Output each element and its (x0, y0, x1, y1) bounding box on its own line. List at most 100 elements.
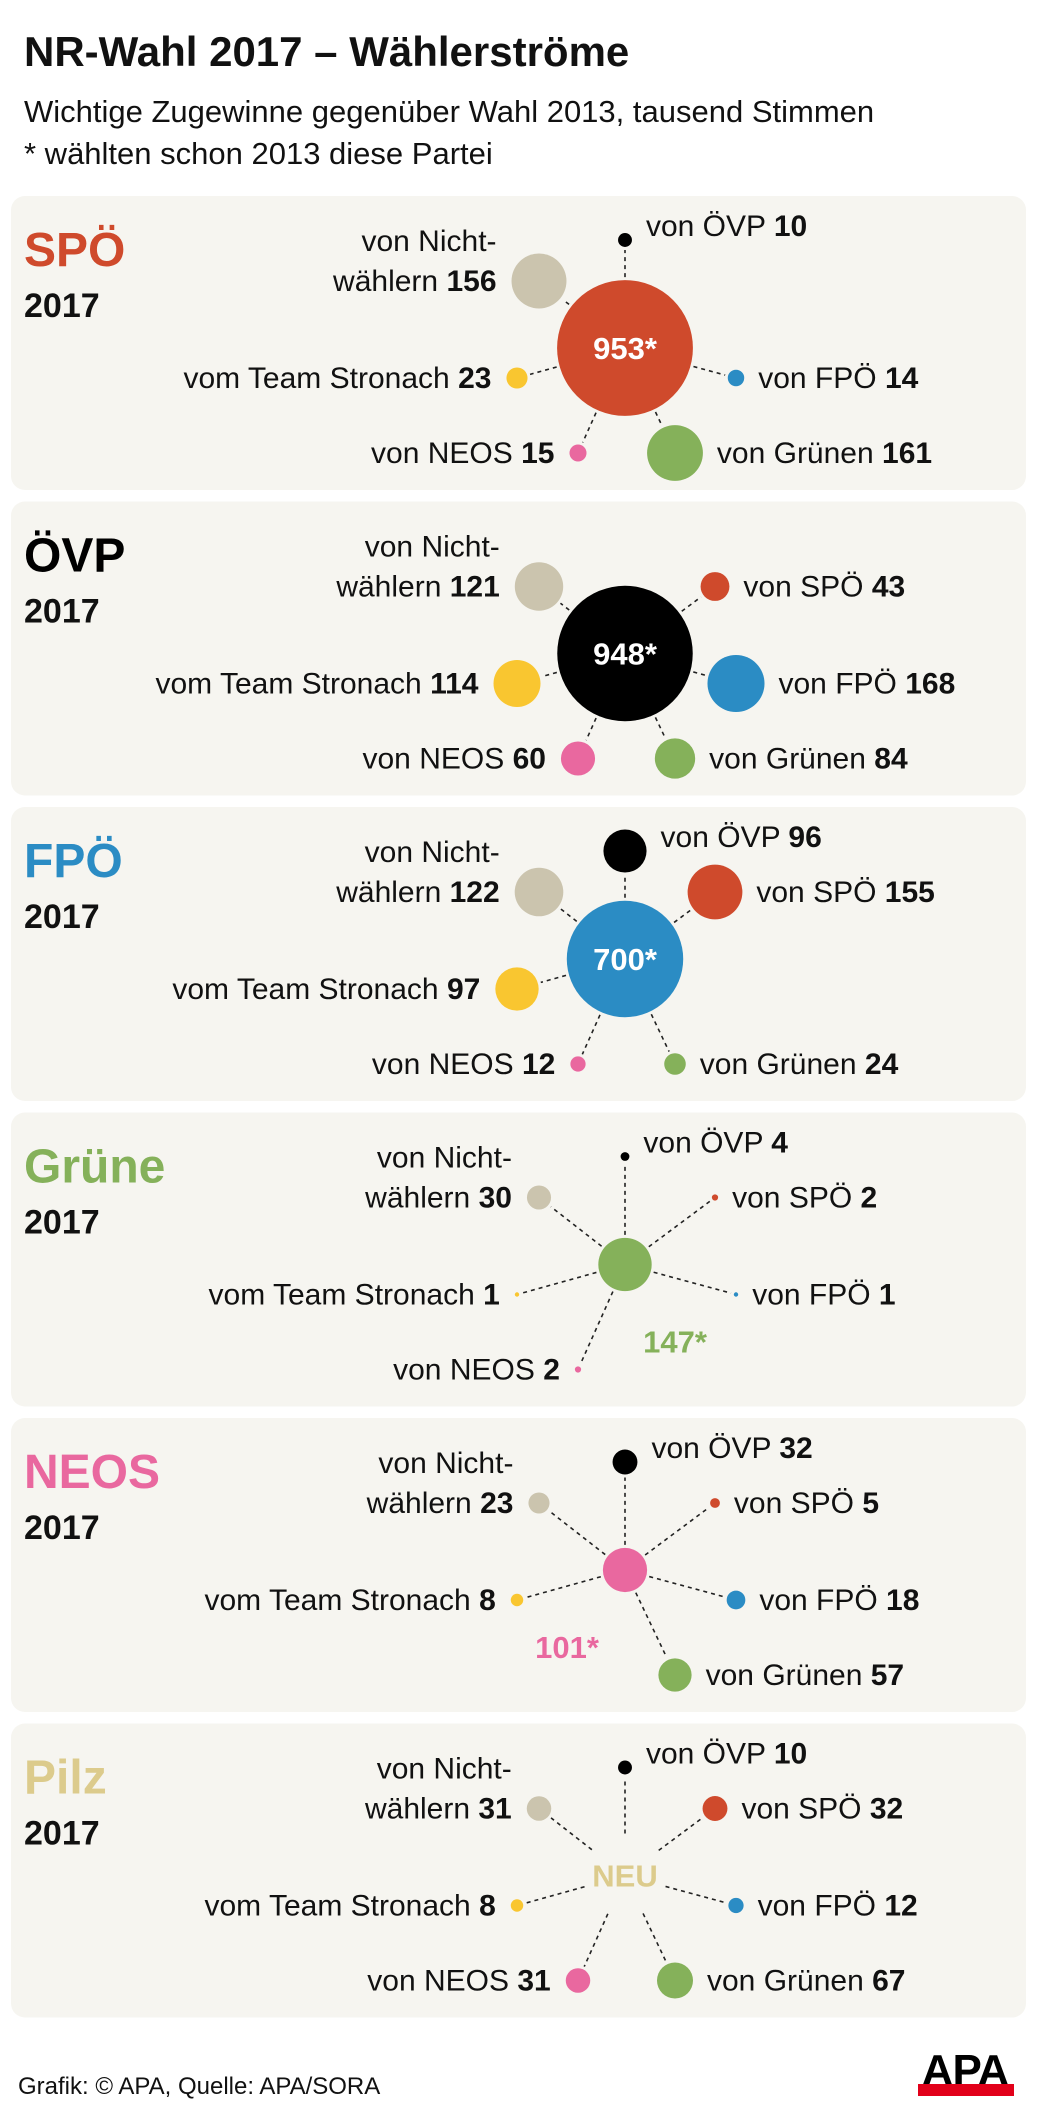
flow-source: von FPÖ (758, 362, 876, 395)
label-space (504, 743, 512, 776)
label-space (871, 1279, 879, 1312)
flow-value: 156 (446, 265, 496, 298)
flow-source: vom Team Stronach (183, 362, 449, 395)
flow-value: 23 (458, 362, 491, 395)
label-space (765, 210, 773, 243)
flow-label: wählern 121 (335, 571, 499, 604)
flow-value: 2 (861, 1182, 878, 1215)
label-space (878, 1584, 886, 1617)
flow-source: von FPÖ (759, 1584, 877, 1617)
flow-label: wählern 122 (335, 876, 499, 909)
flow-source: von Nicht- (365, 836, 500, 869)
flow-label: vom Team Stronach 8 (204, 1584, 495, 1617)
flow-connector (693, 365, 726, 376)
flow-value: 4 (771, 1127, 788, 1160)
retained-label: 700* (593, 942, 658, 977)
retained-bubble (557, 585, 693, 722)
flow-connector (525, 1575, 602, 1599)
flow-source: von Grünen (700, 1048, 857, 1081)
flow-bubble (510, 1899, 524, 1912)
label-space (897, 668, 905, 701)
flow-connector (581, 412, 597, 443)
flow-label: von FPÖ 18 (759, 1584, 919, 1617)
flow-bubble (603, 829, 647, 873)
flow-source: von ÖVP (651, 1432, 771, 1465)
label-space (763, 1127, 771, 1160)
label-space (854, 1487, 862, 1520)
retained-label: 948* (593, 637, 658, 672)
flow-value: 161 (882, 437, 932, 470)
flow-bubble (528, 1492, 550, 1514)
label-space (877, 362, 885, 395)
label-space (438, 265, 446, 298)
flow-bubble (618, 1760, 632, 1775)
flow-label: von SPÖ 155 (756, 876, 934, 909)
flow-source: von Grünen (707, 1965, 864, 1998)
party-year: 2017 (24, 593, 100, 631)
flow-source: wählern (364, 1182, 470, 1215)
flow-label: von Grünen 57 (706, 1659, 905, 1692)
flow-bubble (726, 1590, 746, 1610)
flow-value: 43 (872, 571, 905, 604)
flow-value: 5 (862, 1487, 879, 1520)
flow-label: von ÖVP 96 (661, 821, 822, 854)
retained-bubble (557, 280, 693, 416)
party-name: NEOS (24, 1446, 160, 1499)
flow-bubble (647, 425, 703, 481)
flow-value: 10 (774, 1738, 807, 1771)
flow-bubble (570, 1056, 586, 1072)
flow-label: von Grünen 67 (707, 1965, 906, 1998)
flow-value: 31 (478, 1793, 511, 1826)
flow-connector (644, 1507, 710, 1556)
flow-connector (650, 1013, 670, 1052)
flow-bubble (733, 1292, 739, 1297)
flow-source: von NEOS (371, 437, 513, 470)
flow-bubble (514, 867, 564, 917)
flow-connector (658, 1817, 704, 1852)
flow-source: von ÖVP (646, 1738, 766, 1771)
flow-source: von SPÖ (734, 1487, 854, 1520)
flow-value: 168 (905, 668, 955, 701)
flow-connector (550, 1817, 593, 1851)
flow-connector (579, 1291, 614, 1365)
flow-connector (654, 717, 666, 738)
party-name: Grüne (24, 1141, 165, 1194)
flow-bubble (687, 864, 743, 920)
flow-value: 24 (865, 1048, 899, 1081)
retained-bubble (566, 900, 684, 1018)
flow-bubble (514, 1292, 520, 1297)
party-year: 2017 (24, 1204, 100, 1242)
retained-label: 101* (535, 1630, 600, 1665)
retained-bubble (602, 1547, 648, 1593)
flow-value: 18 (886, 1584, 919, 1617)
flow-value: 97 (447, 973, 480, 1006)
label-space (876, 1890, 884, 1923)
flow-label: von FPÖ 14 (758, 362, 918, 395)
flow-label: von FPÖ 1 (752, 1279, 895, 1312)
flow-label: wählern 31 (364, 1793, 512, 1826)
flow-bubble (565, 1968, 591, 1993)
flow-value: 84 (874, 743, 908, 776)
flow-source: vom Team Stronach (204, 1890, 470, 1923)
flow-label: von NEOS 31 (367, 1965, 550, 1998)
label-space (475, 1279, 483, 1312)
flow-bubble (526, 1185, 552, 1210)
retained-bubble (598, 1237, 652, 1292)
flow-source: von NEOS (372, 1048, 514, 1081)
flow-bubble (569, 444, 587, 462)
flow-connector (560, 908, 578, 923)
flow-bubble (727, 369, 745, 387)
flow-source: vom Team Stronach (156, 668, 422, 701)
flow-bubble (495, 967, 539, 1011)
flow-source: von SPÖ (743, 571, 863, 604)
flow-connector (642, 1913, 667, 1962)
flow-source: von NEOS (367, 1965, 509, 1998)
flow-label: von ÖVP 32 (651, 1432, 812, 1465)
panel-background (11, 501, 1026, 796)
flow-source: von Grünen (709, 743, 866, 776)
flow-source: von ÖVP (661, 821, 781, 854)
label-space (765, 1738, 773, 1771)
flow-connector (654, 411, 663, 426)
